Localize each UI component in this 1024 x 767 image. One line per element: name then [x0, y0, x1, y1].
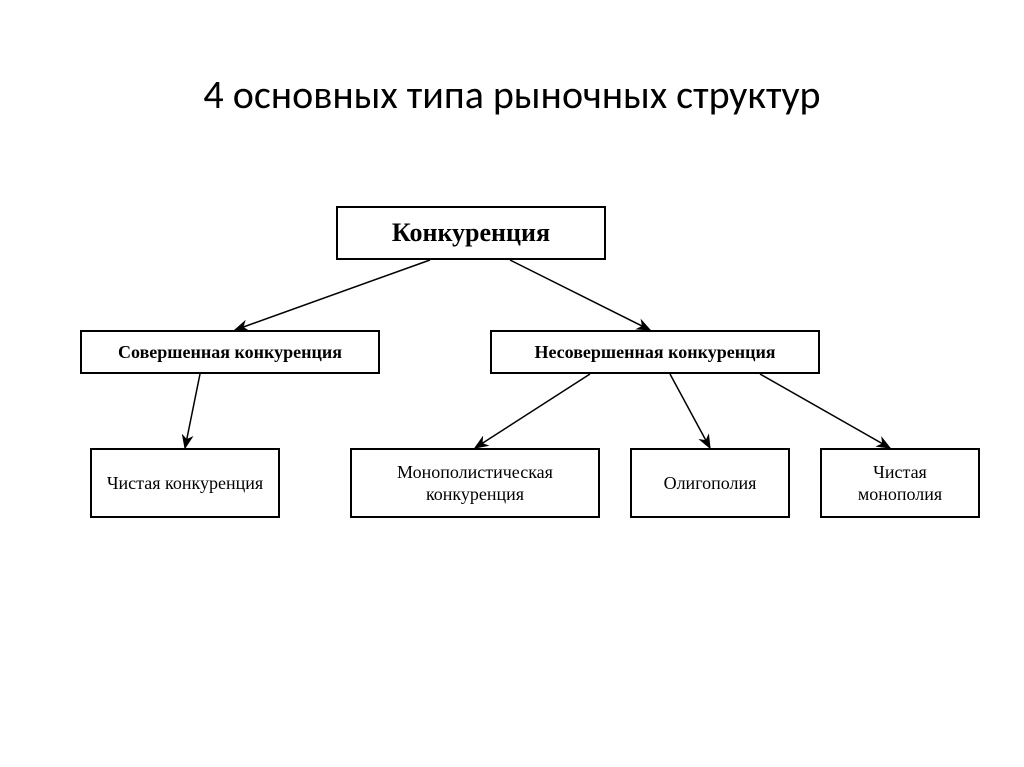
edge-imperf-monop [760, 374, 890, 448]
edge-root-perf [235, 260, 430, 330]
node-perf: Совершенная конкуренция [80, 330, 380, 374]
page-title: 4 основных типа рыночных структур [0, 70, 1024, 119]
node-pure: Чистая конкуренция [90, 448, 280, 518]
node-imperf: Несовершенная конкуренция [490, 330, 820, 374]
edge-root-imperf [510, 260, 650, 330]
edge-perf-pure [185, 374, 200, 448]
edge-imperf-olig [670, 374, 710, 448]
node-monoc: Монополистическая конкуренция [350, 448, 600, 518]
node-root: Конкуренция [336, 206, 606, 260]
node-olig: Олигополия [630, 448, 790, 518]
edge-imperf-monoc [475, 374, 590, 448]
node-monop: Чистая монополия [820, 448, 980, 518]
